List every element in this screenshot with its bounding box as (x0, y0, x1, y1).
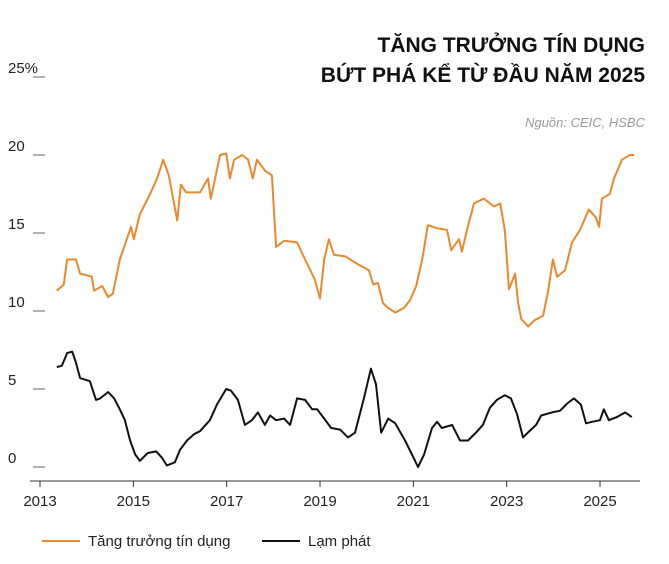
x-tick-label: 2025 (583, 493, 616, 510)
y-tick-label: 0 (8, 450, 16, 467)
x-tick-label: 2023 (490, 493, 523, 510)
x-tick-label: 2013 (23, 493, 56, 510)
y-tick-label: 5 (8, 372, 16, 389)
line (56, 152, 635, 328)
y-tick-label: 10 (8, 294, 25, 311)
legend-label: Lạm phát (308, 533, 371, 550)
y-tick-label: 25% (8, 60, 38, 77)
y-tick-label: 20 (8, 138, 25, 155)
x-tick-label: 2019 (303, 493, 336, 510)
chart-title: BỨT PHÁ KỂ TỪ ĐẦU NĂM 2025 (321, 63, 646, 87)
source: Nguồn: CEIC, HSBC (525, 115, 646, 130)
x-tick-label: 2015 (117, 493, 150, 510)
x-tick-label: 2017 (210, 493, 243, 510)
chart-title: TĂNG TRƯỞNG TÍN DỤNG (378, 33, 645, 57)
y-tick-label: 15 (8, 216, 25, 233)
legend-label: Tăng trưởng tín dụng (88, 533, 230, 550)
line (56, 350, 633, 468)
x-tick-label: 2021 (397, 493, 430, 510)
